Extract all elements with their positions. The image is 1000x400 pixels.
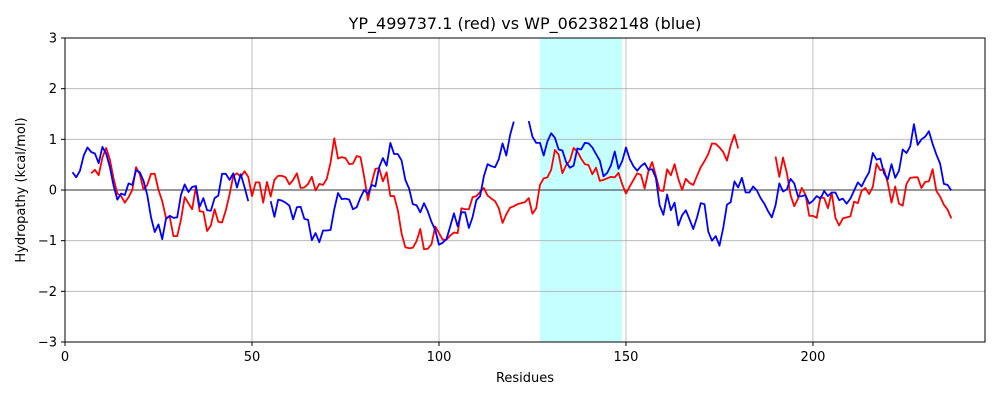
y-axis-title: Hydropathy (kcal/mol) bbox=[14, 117, 29, 262]
y-tick-label: 3 bbox=[49, 32, 57, 47]
y-tick-label: 2 bbox=[49, 82, 57, 97]
series-layer bbox=[71, 120, 953, 251]
blue-series-line bbox=[71, 146, 250, 241]
x-tick-label: 100 bbox=[427, 350, 452, 365]
blue-series-line bbox=[527, 120, 953, 247]
tick-layer: 0 50 100 150 200 −3 −2 −1 0 1 2 3 bbox=[38, 32, 826, 366]
chart-title: YP_499737.1 (red) vs WP_062382148 (blue) bbox=[348, 14, 702, 34]
y-tick-label: −2 bbox=[38, 285, 57, 300]
x-tick-label: 50 bbox=[244, 350, 261, 365]
blue-series-line bbox=[269, 121, 515, 246]
y-tick-label: 0 bbox=[49, 184, 57, 199]
x-tick-label: 150 bbox=[614, 350, 639, 365]
y-tick-label: −1 bbox=[38, 234, 57, 249]
x-axis-title: Residues bbox=[496, 371, 554, 386]
y-tick-label: 1 bbox=[49, 133, 57, 148]
x-tick-label: 0 bbox=[61, 350, 69, 365]
red-series-line bbox=[774, 156, 953, 227]
y-tick-label: −3 bbox=[38, 336, 57, 351]
x-tick-label: 200 bbox=[801, 350, 826, 365]
